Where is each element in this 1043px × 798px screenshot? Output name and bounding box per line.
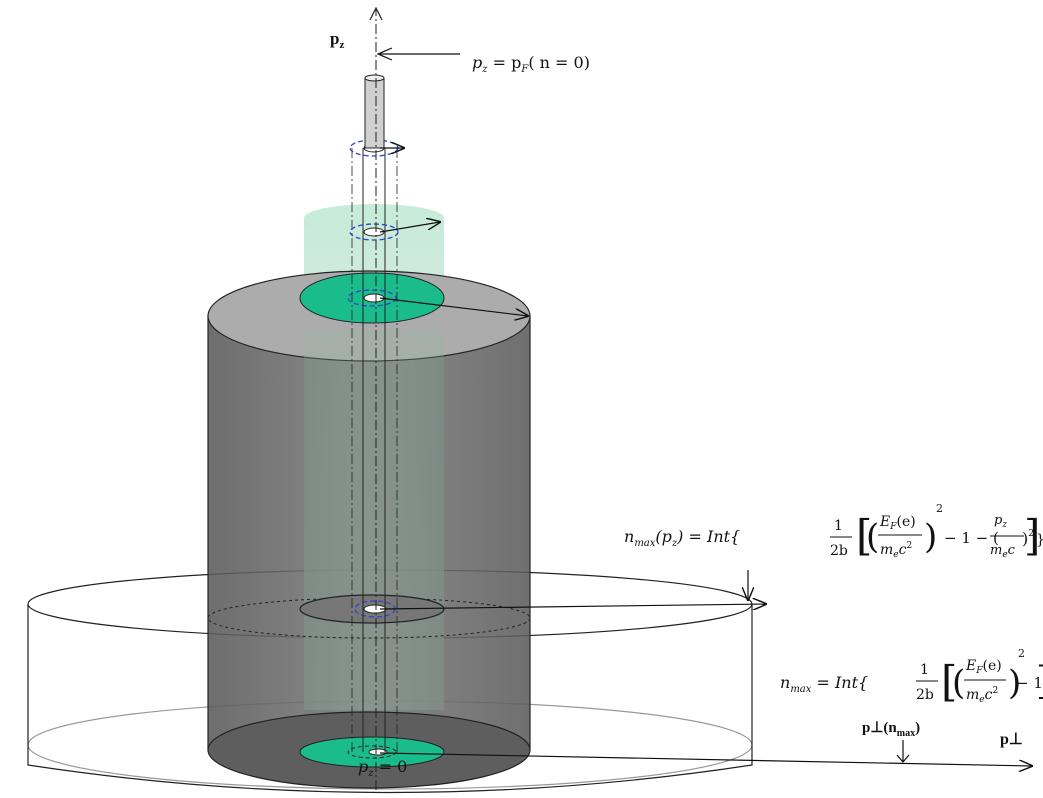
inner-disk-middle: [207, 594, 531, 639]
svg-text:}: }: [1036, 532, 1043, 548]
svg-text:[: [: [856, 511, 872, 560]
radius-arrow-3: [379, 297, 528, 316]
svg-text:1: 1: [834, 518, 843, 534]
svg-text:nmax(pz) = Int{: nmax(pz) = Int{: [624, 527, 740, 549]
pz-axis: [369, 6, 383, 790]
gray-cylinder: [207, 270, 531, 789]
svg-text:mec2: mec2: [966, 686, 998, 705]
svg-text:pz: pz: [994, 513, 1007, 530]
svg-text:− 1: − 1: [1016, 674, 1043, 692]
pperp-nmax-label: p⊥(nmax): [862, 720, 920, 739]
svg-text:− 1 − (: − 1 − (: [944, 529, 999, 547]
pz-axis-label: pz: [330, 29, 344, 51]
svg-text:2b: 2b: [916, 687, 934, 703]
pperp-axis-arrow: [379, 752, 1032, 766]
svg-text:mec2: mec2: [880, 541, 912, 560]
svg-text:2: 2: [936, 502, 943, 515]
teal-annulus-top: [299, 272, 445, 324]
radius-arrow-2: [379, 222, 440, 233]
svg-text:(: (: [866, 517, 879, 557]
svg-text:EF(e): EF(e): [965, 658, 1002, 676]
pz-pf-equation: pz = pF( n = 0): [472, 53, 590, 75]
nmax-pz-equation: nmax(pz) = Int{ 1 2b [ ( EF(e) mec2 ) 2 …: [624, 502, 1043, 560]
svg-text:1: 1: [920, 662, 929, 678]
svg-text:): ): [924, 517, 937, 557]
svg-text:EF(e): EF(e): [879, 514, 916, 532]
svg-text:[: [: [941, 657, 957, 706]
svg-text:): ): [1008, 663, 1021, 703]
teal-annulus-bottom: [299, 736, 445, 768]
top-thin-cylinder: [364, 74, 385, 149]
svg-text:mec: mec: [990, 543, 1016, 560]
nmax-equation: nmax = Int{ 1 2b [ ( EF(e) mec2 ) 2 − 1 …: [780, 647, 1043, 706]
svg-text:)2: )2: [1022, 529, 1034, 548]
svg-text:2: 2: [1018, 647, 1025, 660]
svg-text:]: ]: [1024, 511, 1040, 560]
svg-text:(: (: [952, 663, 965, 703]
svg-text:2b: 2b: [830, 543, 848, 559]
radius-arrows: [376, 47, 1032, 766]
pperp-axis-label: p⊥: [1000, 731, 1023, 748]
svg-text:nmax = Int{: nmax = Int{: [780, 673, 868, 695]
pz-zero-label: pz = 0: [358, 757, 407, 779]
radius-arrow-4: [379, 604, 766, 609]
svg-text:]: ]: [1036, 659, 1043, 703]
